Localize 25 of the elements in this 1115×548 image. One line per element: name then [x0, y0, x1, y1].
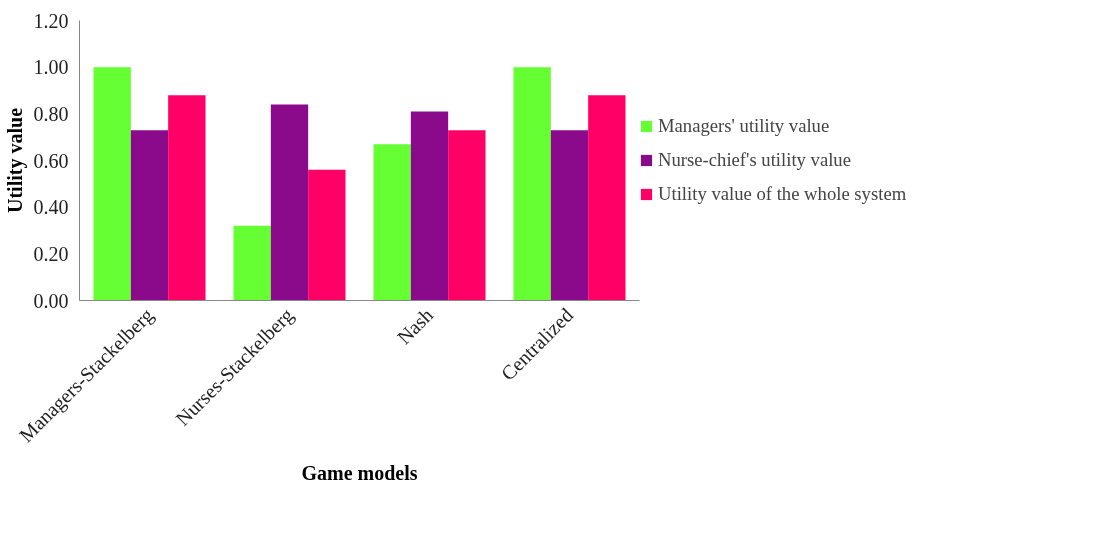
- bar: [270, 104, 309, 301]
- bar: [130, 130, 169, 301]
- bar: [93, 67, 131, 301]
- y-tick-label: 1.00: [33, 56, 69, 79]
- legend-label: Nurse-chief's utility value: [658, 149, 851, 171]
- y-tick-label: 0.00: [33, 289, 69, 312]
- y-axis-title: Utility value: [3, 107, 27, 213]
- bar: [513, 67, 551, 301]
- bar: [410, 111, 449, 301]
- bar: [550, 130, 589, 301]
- bar: [308, 169, 346, 301]
- y-tick-label: 0.80: [33, 102, 69, 125]
- y-tick-label: 1.20: [33, 9, 69, 32]
- legend-label: Utility value of the whole system: [658, 183, 907, 205]
- legend-label: Managers' utility value: [658, 115, 830, 137]
- bar: [588, 95, 626, 301]
- y-tick-label: 0.20: [33, 242, 69, 265]
- y-tick-label: 0.40: [33, 196, 69, 219]
- x-axis-title: Game models: [301, 462, 418, 485]
- y-tick-label: 0.60: [33, 149, 69, 172]
- bar: [448, 130, 486, 301]
- x-tick-label: Nash: [392, 303, 438, 349]
- bar: [373, 144, 411, 301]
- bar: [233, 225, 271, 301]
- bar: [168, 95, 206, 301]
